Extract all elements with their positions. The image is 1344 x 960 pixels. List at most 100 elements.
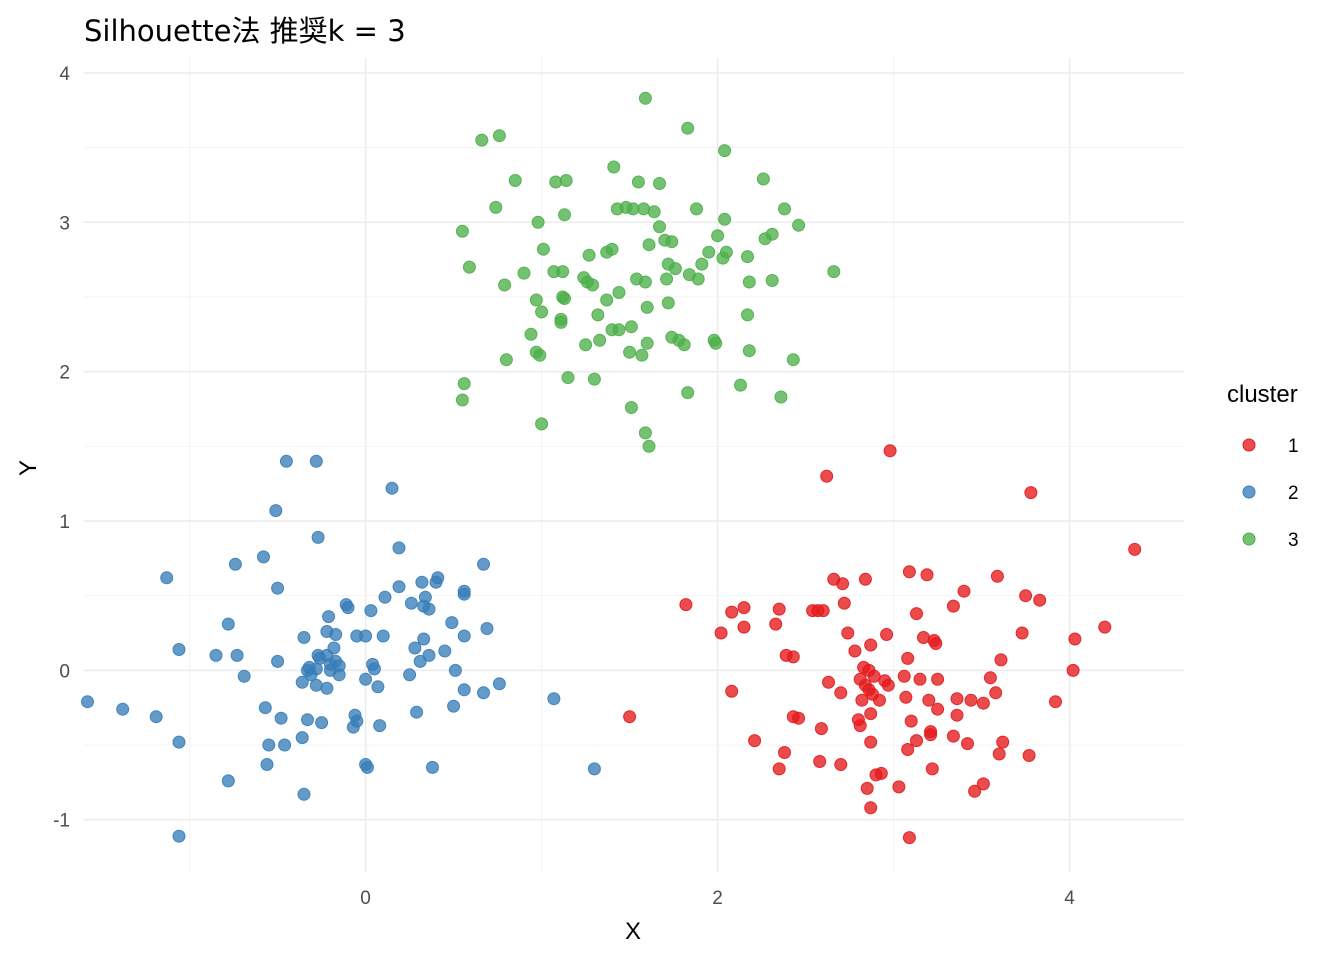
data-point — [373, 719, 387, 733]
legend-title: cluster — [1227, 381, 1298, 408]
data-point — [778, 746, 791, 759]
x-tick-label: 2 — [712, 888, 723, 909]
data-point — [834, 686, 848, 700]
data-point — [792, 218, 806, 232]
data-point — [836, 577, 850, 591]
data-point — [269, 504, 283, 518]
data-point — [857, 660, 871, 674]
x-axis-title: X — [625, 918, 641, 945]
data-point — [695, 257, 709, 271]
data-point — [559, 174, 573, 187]
data-point — [922, 693, 936, 707]
data-point — [661, 296, 675, 310]
data-point — [422, 648, 436, 662]
data-point — [462, 260, 476, 274]
data-point — [498, 278, 512, 292]
data-point — [149, 710, 163, 724]
data-point — [742, 344, 756, 358]
y-tick-label: -1 — [53, 811, 70, 832]
data-point — [410, 705, 424, 719]
data-point — [714, 626, 728, 640]
data-point — [741, 308, 754, 322]
data-point — [864, 801, 878, 815]
data-point — [682, 268, 696, 282]
data-point — [309, 454, 323, 468]
data-point — [346, 720, 360, 734]
data-point — [660, 272, 674, 286]
data-point — [925, 762, 939, 776]
data-point — [237, 669, 251, 683]
data-point — [677, 338, 691, 352]
x-tick-label: 4 — [1064, 888, 1075, 909]
data-point — [899, 690, 913, 704]
data-point — [976, 777, 990, 791]
data-point — [765, 274, 779, 287]
data-point — [295, 675, 309, 689]
data-point — [209, 648, 223, 662]
data-point — [301, 713, 314, 727]
data-point — [508, 174, 522, 187]
data-point — [924, 725, 938, 739]
data-point — [640, 336, 654, 350]
data-point — [579, 338, 593, 352]
data-point — [742, 275, 756, 289]
data-point — [228, 557, 242, 571]
data-point — [881, 678, 895, 692]
data-point — [371, 680, 385, 694]
x-tick-label: 0 — [360, 888, 371, 909]
data-point — [1068, 632, 1082, 646]
data-point — [438, 644, 452, 658]
data-point — [624, 401, 638, 414]
data-point — [376, 629, 390, 643]
data-point — [415, 575, 429, 589]
data-point — [725, 684, 739, 698]
data-point — [230, 648, 244, 662]
data-point — [258, 701, 272, 715]
data-point — [457, 377, 471, 391]
data-point — [278, 738, 292, 752]
legend-item-3: 3 — [1242, 530, 1299, 551]
y-tick-label: 3 — [59, 213, 70, 234]
data-point — [524, 327, 538, 341]
data-point — [638, 426, 652, 440]
data-point — [961, 737, 974, 751]
data-point — [417, 599, 431, 613]
data-point — [547, 692, 561, 706]
data-point — [1066, 663, 1080, 677]
legend-item-1: 1 — [1242, 436, 1299, 457]
data-point — [665, 235, 679, 249]
data-point — [737, 601, 751, 615]
data-point — [304, 668, 318, 682]
data-point — [786, 650, 800, 664]
data-point — [946, 599, 960, 613]
data-point — [297, 631, 311, 644]
data-point — [647, 205, 661, 219]
data-point — [535, 305, 549, 319]
data-point — [778, 202, 791, 216]
data-point — [855, 693, 869, 707]
data-point — [892, 780, 906, 794]
data-point — [480, 622, 494, 635]
data-point — [758, 232, 772, 246]
data-point — [913, 672, 927, 686]
data-point — [475, 133, 489, 147]
data-point — [623, 345, 637, 359]
data-point — [403, 668, 417, 682]
data-point — [311, 530, 325, 544]
data-point — [690, 202, 703, 216]
data-point — [1128, 542, 1142, 556]
data-point — [172, 829, 186, 843]
data-point — [864, 707, 878, 721]
data-point — [653, 220, 666, 234]
data-point — [221, 774, 235, 788]
data-point — [950, 708, 964, 722]
data-point — [792, 711, 806, 725]
data-point — [607, 160, 621, 174]
data-point — [536, 242, 550, 256]
legend-item-2: 2 — [1242, 483, 1299, 504]
data-point — [848, 644, 862, 658]
y-tick-label: 0 — [59, 661, 70, 682]
data-point — [531, 215, 545, 229]
data-point — [858, 572, 872, 586]
data-point — [880, 628, 894, 641]
